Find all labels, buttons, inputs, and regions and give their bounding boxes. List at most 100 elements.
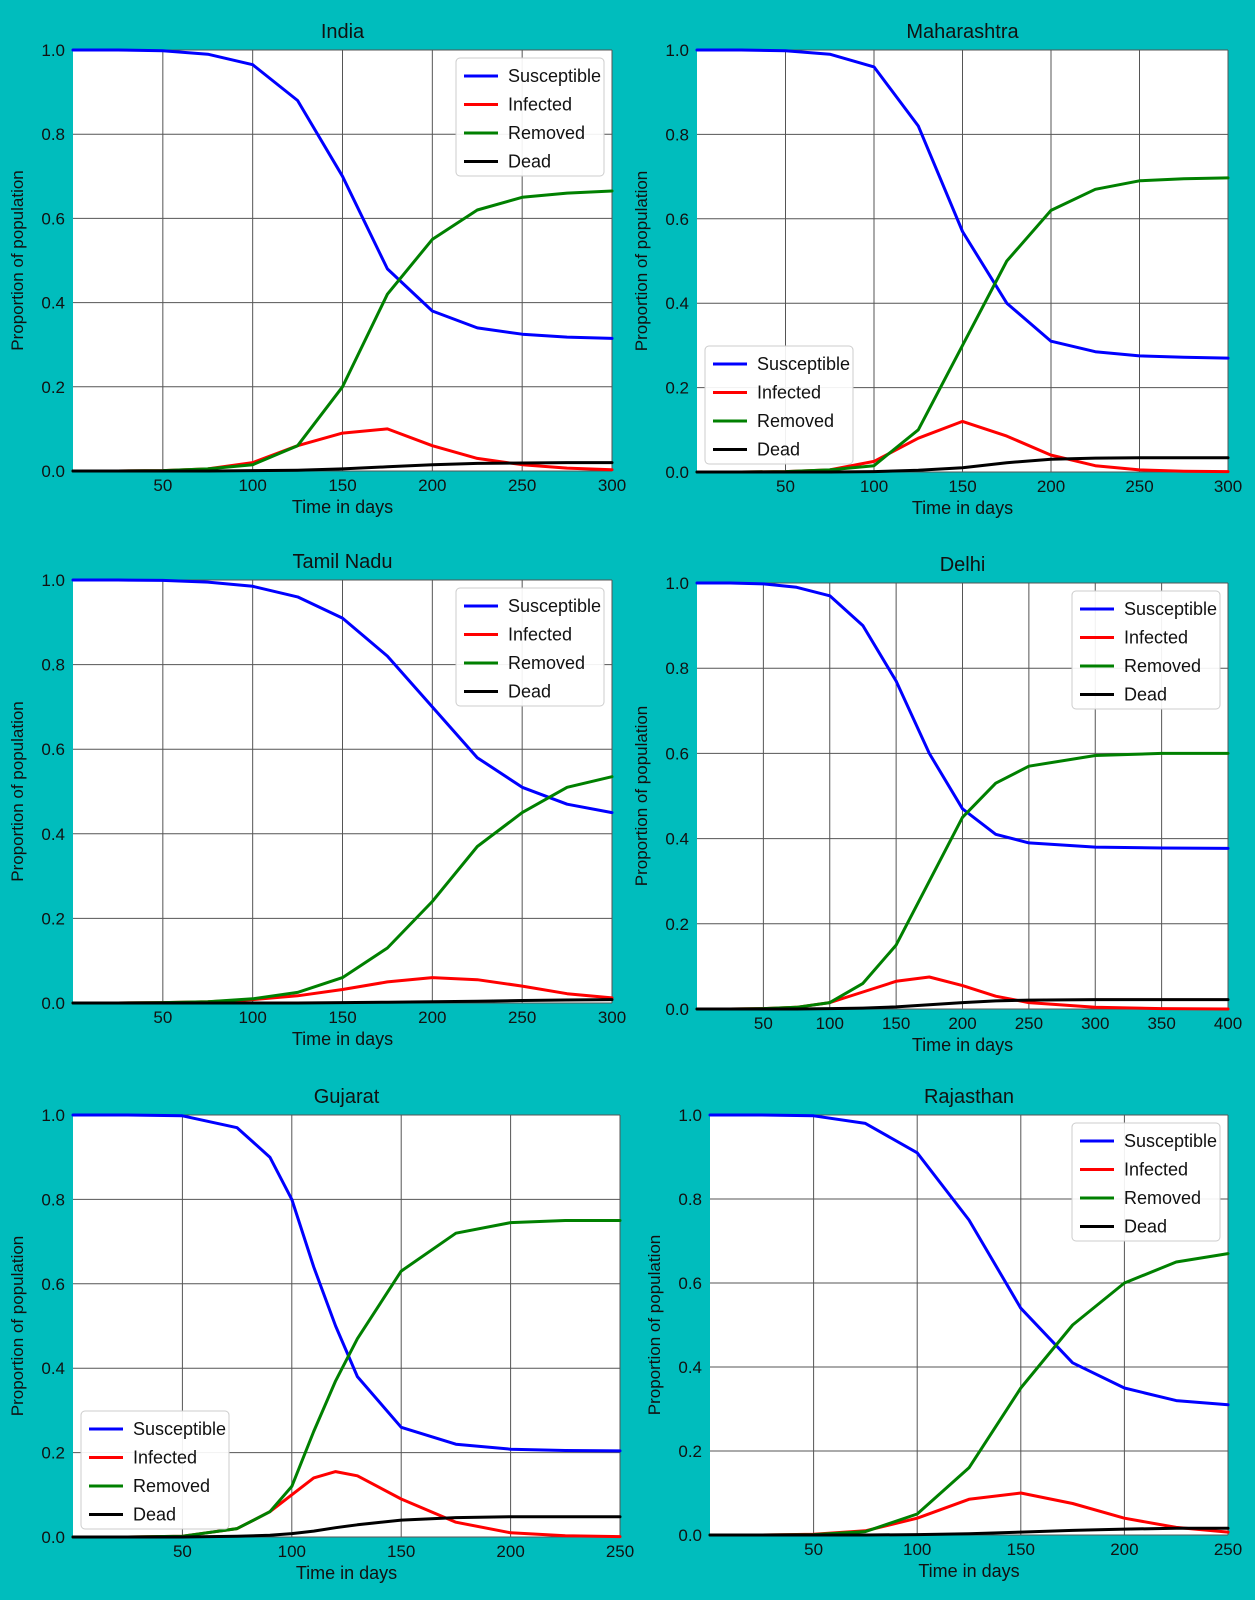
chart-panel-3: 50 100 150 200 250 300 0.0 0.2 0.4 0.6 0.8 1.0 Tamil… — [8, 551, 626, 1049]
y-tick-label: 0.0 — [41, 1528, 65, 1547]
legend-label: Removed — [508, 123, 585, 143]
y-tick-label: 0.2 — [678, 1442, 702, 1461]
y-tick-label: 0.2 — [41, 378, 65, 397]
x-tick-label: 100 — [816, 1014, 844, 1033]
legend-item: Susceptible — [89, 1419, 226, 1439]
y-tick-label: 0.6 — [41, 209, 65, 228]
x-tick-label: 300 — [598, 476, 626, 495]
x-tick-label: 50 — [804, 1540, 823, 1559]
series-line-susceptible — [695, 581, 1230, 850]
y-tick-label: 0.4 — [41, 825, 65, 844]
series-line-susceptible — [71, 1113, 622, 1453]
legend: Susceptible Infected Removed Dead — [455, 587, 605, 707]
series-line-dead — [695, 998, 1230, 1011]
x-tick-label: 100 — [860, 477, 888, 496]
legend-box — [80, 1410, 230, 1530]
y-tick-label: 0.2 — [41, 909, 65, 928]
series-line-susceptible — [695, 48, 1230, 360]
x-tick-label: 300 — [598, 1008, 626, 1027]
legend-label: Susceptible — [133, 1419, 226, 1439]
y-tick-label: 0.2 — [41, 1444, 65, 1463]
chart-title: Gujarat — [314, 1086, 380, 1108]
x-tick-label: 250 — [1214, 1540, 1242, 1559]
chart-panel-1: 50 100 150 200 250 300 0.0 0.2 0.4 0.6 0.8 1.0 India… — [8, 21, 626, 517]
x-tick-label: 200 — [1110, 1540, 1138, 1559]
y-tick-label: 0.4 — [665, 294, 689, 313]
series-line-susceptible — [71, 578, 614, 815]
x-tick-label: 250 — [606, 1542, 634, 1561]
legend-item: Removed — [1080, 656, 1201, 676]
x-axis-label: Time in days — [912, 1035, 1013, 1055]
legend-label: Dead — [508, 682, 551, 702]
legend-label: Infected — [757, 383, 821, 403]
legend-item: Susceptible — [713, 354, 850, 374]
chart-title: Rajasthan — [924, 1086, 1014, 1108]
legend-label: Infected — [133, 1448, 197, 1468]
legend: Susceptible Infected Removed Dead — [80, 1410, 230, 1530]
x-tick-label: 50 — [754, 1014, 773, 1033]
series-line-dead — [71, 461, 614, 473]
legend-label: Removed — [508, 653, 585, 673]
x-tick-label: 300 — [1081, 1014, 1109, 1033]
x-tick-label: 100 — [278, 1542, 306, 1561]
legend-item: Dead — [89, 1505, 176, 1525]
x-tick-label: 200 — [496, 1542, 524, 1561]
legend-box — [455, 587, 605, 707]
legend-label: Dead — [757, 440, 800, 460]
x-tick-label: 50 — [173, 1542, 192, 1561]
legend-item: Infected — [713, 383, 821, 403]
legend-label: Removed — [757, 411, 834, 431]
x-axis-label: Time in days — [296, 1563, 397, 1583]
y-tick-label: 1.0 — [665, 574, 689, 593]
legend-item: Removed — [464, 653, 585, 673]
legend-box — [455, 57, 605, 177]
x-axis-label: Time in days — [292, 1029, 393, 1049]
y-tick-label: 0.0 — [41, 462, 65, 481]
y-tick-label: 0.0 — [665, 1000, 689, 1019]
x-tick-label: 250 — [508, 476, 536, 495]
x-tick-label: 250 — [1015, 1014, 1043, 1033]
series-line-dead — [695, 456, 1230, 474]
legend-item: Removed — [1080, 1188, 1201, 1208]
y-tick-label: 0.6 — [41, 1275, 65, 1294]
chart-panel-5: 50 100 150 200 250 0.0 0.2 0.4 0.6 0.8 1.0 Gujarat T… — [8, 1086, 634, 1583]
series-line-susceptible — [71, 48, 614, 340]
legend-item: Infected — [1080, 628, 1188, 648]
y-tick-label: 0.8 — [665, 659, 689, 678]
legend-label: Dead — [1124, 685, 1167, 705]
legend-label: Infected — [508, 95, 572, 115]
y-tick-label: 1.0 — [665, 41, 689, 60]
y-tick-label: 0.8 — [41, 656, 65, 675]
legend-item: Removed — [464, 123, 585, 143]
x-tick-label: 250 — [508, 1008, 536, 1027]
x-tick-label: 200 — [418, 476, 446, 495]
legend-item: Dead — [713, 440, 800, 460]
legend-label: Infected — [508, 625, 572, 645]
legend-label: Dead — [133, 1505, 176, 1525]
y-axis-label: Proportion of population — [632, 706, 651, 887]
y-tick-label: 1.0 — [678, 1106, 702, 1125]
x-tick-label: 50 — [153, 1008, 172, 1027]
legend-box — [704, 345, 854, 465]
legend-label: Susceptible — [1124, 1131, 1217, 1151]
x-tick-label: 150 — [948, 477, 976, 496]
y-tick-label: 0.2 — [665, 915, 689, 934]
y-axis-label: Proportion of population — [645, 1235, 664, 1416]
y-tick-label: 0.0 — [41, 994, 65, 1013]
chart-panel-2: 50 100 150 200 250 300 0.0 0.2 0.4 0.6 0.8 1.0 Mahar… — [632, 21, 1242, 518]
x-tick-label: 400 — [1214, 1014, 1242, 1033]
x-tick-label: 100 — [238, 1008, 266, 1027]
y-tick-label: 1.0 — [41, 1106, 65, 1125]
y-axis-label: Proportion of population — [8, 701, 27, 882]
legend-item: Dead — [1080, 685, 1167, 705]
legend: Susceptible Infected Removed Dead — [455, 57, 605, 177]
y-axis-label: Proportion of population — [632, 171, 651, 352]
legend-box — [1071, 590, 1221, 710]
x-tick-label: 250 — [1125, 477, 1153, 496]
legend-label: Infected — [1124, 1160, 1188, 1180]
y-tick-label: 0.6 — [665, 210, 689, 229]
y-tick-label: 0.6 — [665, 744, 689, 763]
legend-label: Susceptible — [757, 354, 850, 374]
legend-label: Dead — [508, 152, 551, 172]
